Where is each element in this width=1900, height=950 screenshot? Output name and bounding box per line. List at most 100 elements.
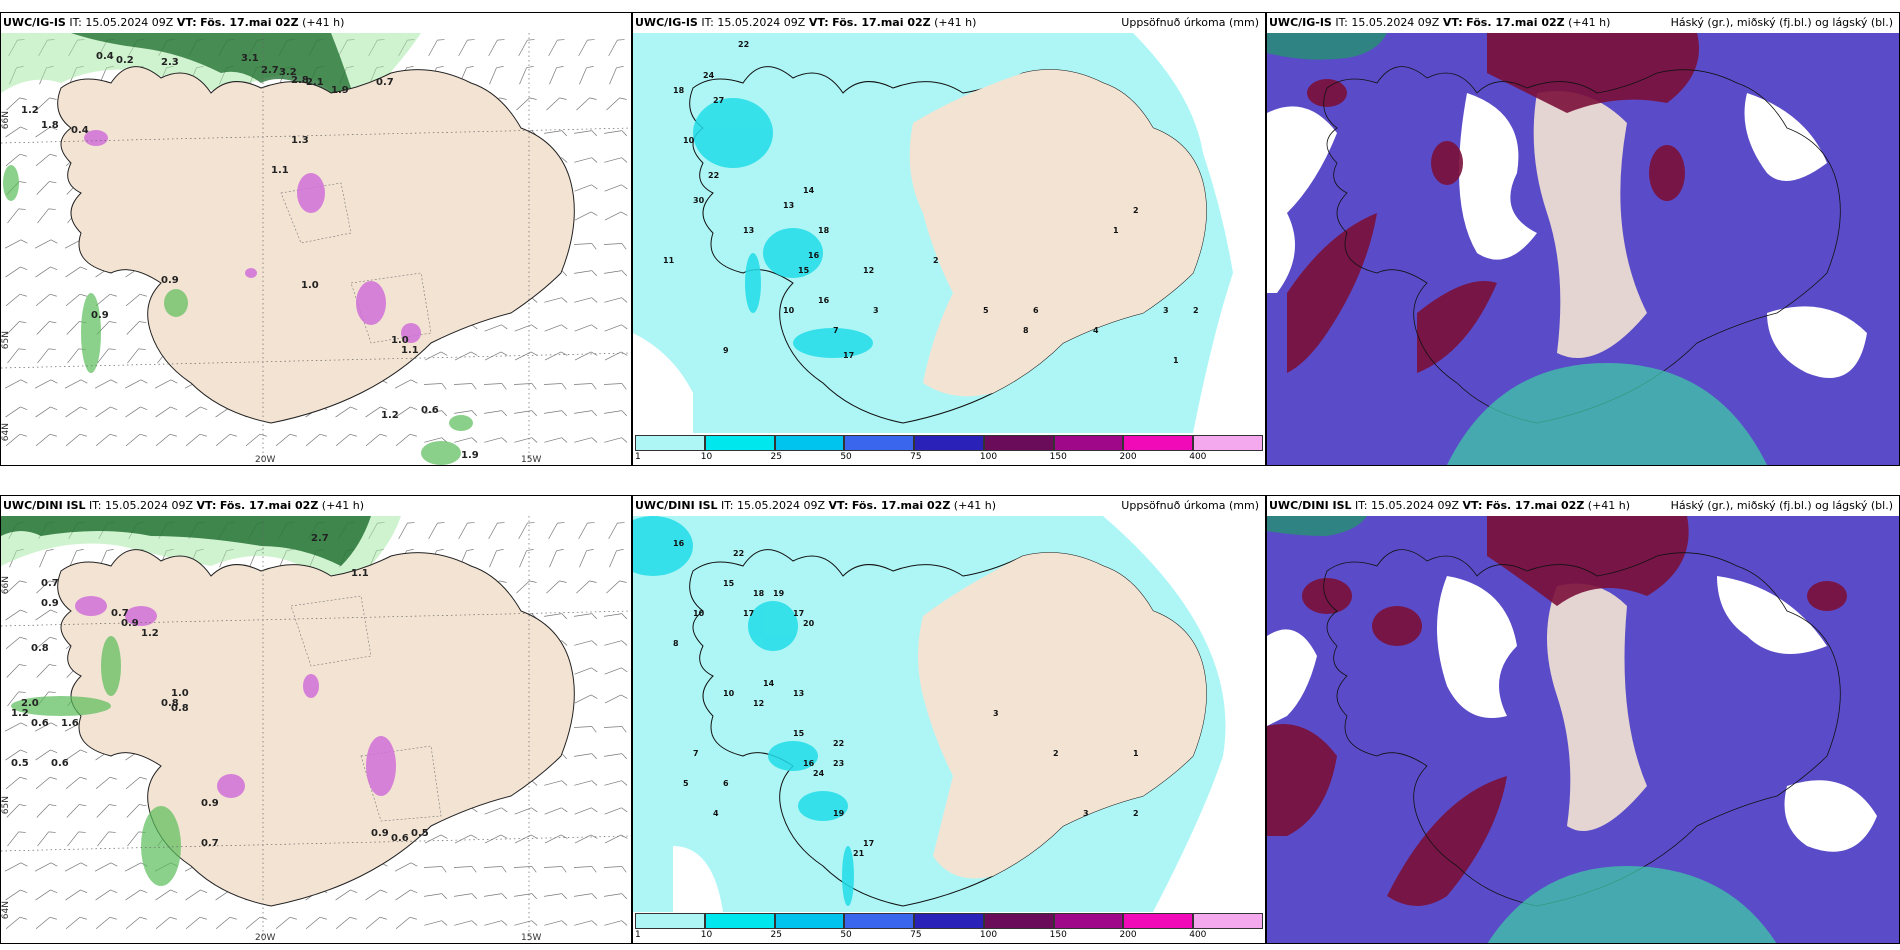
dry-sea-east <box>1133 33 1265 433</box>
precip-labels: 2218242710223013141615131816121017119732… <box>663 40 1199 365</box>
map-value-label: 15 <box>793 729 805 738</box>
wind-barb <box>127 348 146 364</box>
wind-barb <box>484 893 508 900</box>
wind-barb <box>516 97 537 111</box>
map-value-label: 12 <box>753 699 764 708</box>
model-name: UWC/IG-IS <box>3 16 66 29</box>
wind-barb <box>574 807 598 815</box>
wind-barb <box>65 889 88 901</box>
wind-barb <box>398 522 415 540</box>
wind-barb <box>454 920 478 926</box>
wind-barb <box>604 130 628 137</box>
dry-land-east <box>918 552 1207 879</box>
map-value-label: 1.6 <box>61 718 79 729</box>
map-value-label: 17 <box>843 351 854 360</box>
wind-barb <box>34 862 58 872</box>
wind-barb <box>453 383 477 390</box>
map-value-label: 10 <box>783 306 795 315</box>
map-area[interactable]: 2.7 1.1 0.7 0.9 0.8 0.7 0.9 1.2 1.2 0.8 1.0 0.8 2.0 0… <box>1 516 631 943</box>
colorbar-swatch <box>1123 913 1194 929</box>
dry-land-east <box>909 69 1207 397</box>
map-value-label: 1.2 <box>21 105 39 116</box>
map-area[interactable] <box>1267 516 1899 943</box>
map-value-label: 0.9 <box>121 618 139 629</box>
wind-barb <box>34 722 58 732</box>
lead-time: (+41 h) <box>953 499 997 512</box>
wind-barb <box>394 379 418 389</box>
lat-label-65n: 65N <box>1 796 11 815</box>
map-value-label: 13 <box>783 201 794 210</box>
colorbar-swatch <box>983 435 1054 451</box>
wind-barb <box>578 39 595 57</box>
wind-barb <box>35 916 57 930</box>
map-value-label: 10 <box>683 136 695 145</box>
colorbar-label: 10 <box>700 452 713 462</box>
wind-barb <box>604 270 628 277</box>
wind-barb <box>484 920 508 926</box>
wind-barb <box>544 920 568 926</box>
low-cloud-northwest <box>1267 33 1387 60</box>
panel-dini-snow-wind: UWC/DINI ISL IT: 15.05.2024 09Z VT: Fös.… <box>0 495 632 944</box>
model-name: UWC/IG-IS <box>1269 16 1332 29</box>
map-value-label: 0.9 <box>41 598 59 609</box>
map-value-label: 4 <box>713 809 719 818</box>
field-title: Uppsöfnuð úrkoma (mm) <box>1121 16 1259 29</box>
map-area[interactable]: 0.4 0.2 2.3 3.1 2.7 3.2 2.8 2.1 1.9 0.7 1.2 1.8 0.4 1… <box>1 33 631 465</box>
glacier-hatch-2 <box>360 745 442 822</box>
map-value-label: 2.1 <box>306 77 324 88</box>
map-area[interactable]: 16 22 15 18 17 19 17 10 20 14 13 15 16 24 23 21 22 17 8 19 1… <box>633 516 1265 912</box>
wind-barb <box>574 753 598 760</box>
map-value-label: 3 <box>1083 809 1089 818</box>
lat-label-64n: 64N <box>1 901 11 920</box>
vt-label: VT: <box>808 16 829 29</box>
wind-barb <box>5 293 27 307</box>
map-value-label: 1.1 <box>271 165 289 176</box>
wind-barb <box>604 410 628 417</box>
map-svg <box>1267 33 1899 465</box>
map-area[interactable]: 22 18 24 27 10 22 30 13 14 16 15 13 18 16 12 10 17 11 9 7 3 2… <box>633 33 1265 433</box>
map-value-label: 15 <box>723 579 735 588</box>
map-value-label: 3 <box>993 709 999 718</box>
colorbar-swatch <box>774 913 845 929</box>
iceland-coast <box>1323 66 1841 424</box>
wind-barb <box>549 549 564 568</box>
wind-barb <box>544 324 568 332</box>
it-label: IT: <box>721 499 734 512</box>
map-value-label: 19 <box>833 809 845 818</box>
map-value-label: 21 <box>853 849 865 858</box>
land-clear <box>1547 583 1647 831</box>
panel-header: UWC/IG-IS IT: 15.05.2024 09Z VT: Fös. 17… <box>1 13 631 33</box>
issue-time: 15.05.2024 09Z <box>717 16 806 29</box>
land-clear <box>1533 91 1647 358</box>
snow-magenta <box>75 596 396 798</box>
grid-lines <box>1 516 631 943</box>
snow-value-labels: 0.4 0.2 2.3 3.12.7 3.22.82.11.90.71.21.8 0.41… <box>21 51 479 461</box>
wind-barb <box>544 297 568 303</box>
model-name: UWC/IG-IS <box>635 16 698 29</box>
wind-barb <box>604 667 628 675</box>
map-area[interactable] <box>1267 33 1899 465</box>
wind-barb <box>365 889 388 901</box>
wind-barb <box>546 580 567 594</box>
wind-barb <box>5 433 27 447</box>
grid-lines <box>1 33 631 465</box>
wind-barb <box>35 749 58 761</box>
wind-barb <box>365 433 387 447</box>
wind-barb <box>604 807 628 815</box>
map-value-label: 17 <box>793 609 804 618</box>
field-title: Háský (gr.), miðský (fj.bl.) og lágský (… <box>1670 499 1893 512</box>
wind-barb <box>519 549 534 568</box>
wind-barb <box>548 522 565 540</box>
map-value-label: 0.7 <box>201 838 219 849</box>
wind-barb <box>245 916 267 930</box>
map-value-label: 1.8 <box>41 120 59 131</box>
wind-barb <box>95 433 117 447</box>
wind-barb <box>6 97 27 111</box>
wind-barb <box>428 39 445 57</box>
colorbar-label: 200 <box>1119 930 1137 940</box>
wind-barb <box>5 266 28 278</box>
wind-barb <box>573 866 597 873</box>
wind-barb <box>36 97 57 111</box>
it-label: IT: <box>701 16 714 29</box>
wind-barb <box>574 351 598 361</box>
